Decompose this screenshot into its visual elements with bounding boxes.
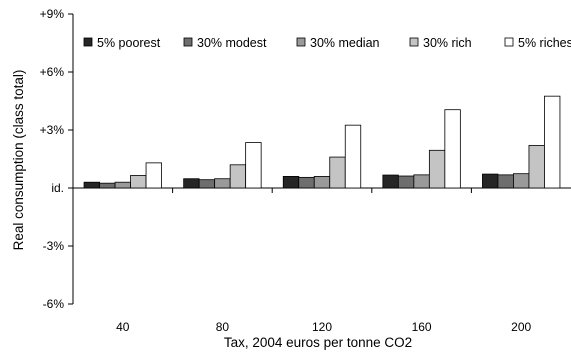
bar — [413, 174, 430, 189]
legend-swatch — [183, 37, 193, 47]
bar — [83, 181, 100, 189]
x-tick-label: 40 — [116, 320, 130, 334]
bar — [313, 175, 331, 189]
y-tick-label: +6% — [40, 65, 65, 79]
bar — [298, 176, 315, 189]
x-tick-label: 200 — [511, 320, 531, 334]
legend-swatch — [504, 37, 514, 47]
y-tick-label: -3% — [43, 239, 65, 253]
bar — [99, 182, 116, 189]
bar — [130, 175, 147, 189]
y-tick-label: +9% — [40, 7, 65, 21]
y-axis-title: Real consumption (class total) — [11, 70, 26, 251]
x-tick-label: 160 — [412, 320, 432, 334]
bar — [198, 179, 216, 189]
y-tick-label: -6% — [43, 297, 65, 311]
bar — [544, 95, 561, 189]
x-axis-title: Tax, 2004 euros per tonne CO2 — [224, 335, 412, 350]
bar — [497, 174, 514, 189]
legend-swatch — [409, 37, 419, 47]
legend-swatch — [296, 37, 306, 47]
bar — [282, 175, 300, 189]
bar — [245, 142, 262, 189]
legend-label: 30% modest — [197, 36, 267, 50]
bar — [329, 156, 346, 189]
bar — [397, 175, 415, 189]
bar — [344, 124, 362, 189]
x-tick-label: 80 — [216, 320, 230, 334]
bar — [513, 173, 530, 189]
legend-label: 30% median — [310, 36, 380, 50]
legend-swatch — [83, 37, 93, 47]
x-tick-label: 120 — [312, 320, 332, 334]
bar — [482, 173, 499, 189]
bar — [229, 164, 247, 189]
bar — [145, 162, 162, 189]
bar — [428, 149, 446, 189]
y-tick-label: +3% — [40, 123, 65, 137]
legend-label: 5% poorest — [97, 36, 161, 50]
bar — [444, 109, 461, 189]
bar — [528, 145, 545, 189]
bar — [114, 181, 131, 189]
bar — [214, 178, 231, 189]
bar — [183, 178, 200, 189]
y-tick-label: id. — [51, 181, 64, 195]
bar — [382, 174, 399, 189]
legend-label: 30% rich — [423, 36, 472, 50]
legend-label: 5% richest — [518, 36, 571, 50]
